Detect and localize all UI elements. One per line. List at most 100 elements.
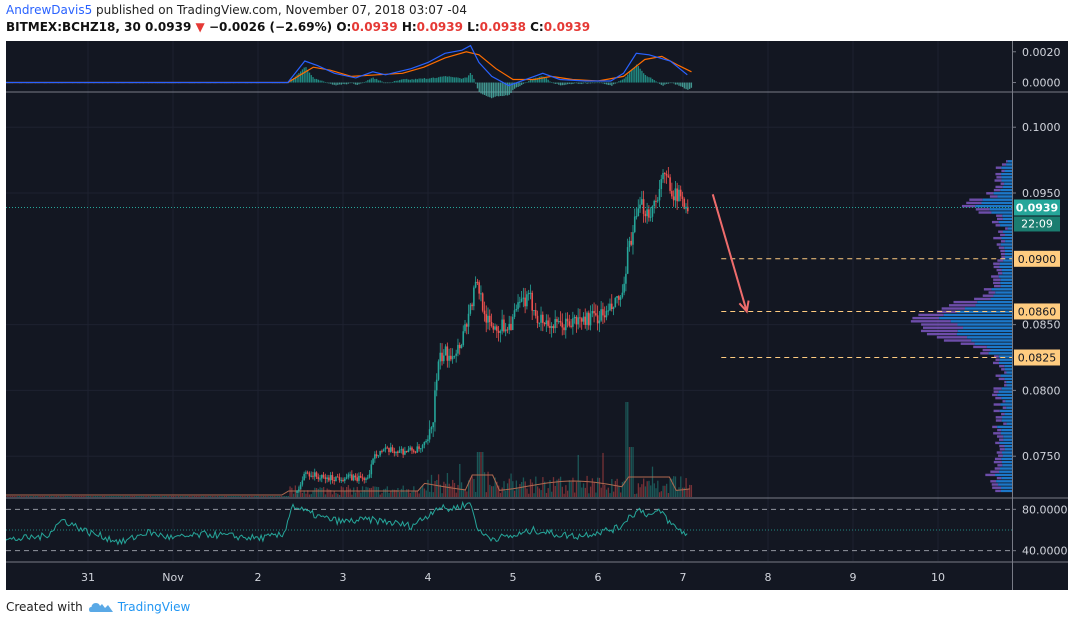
- volume-bar: [570, 481, 572, 497]
- candle-body: [653, 200, 655, 207]
- macd-histogram-bar: [379, 80, 381, 83]
- candle-body: [641, 199, 643, 205]
- macd-histogram-bar: [319, 80, 321, 83]
- macd-histogram-bar: [372, 77, 374, 83]
- candle-body: [515, 308, 518, 311]
- macd-histogram-bar: [363, 82, 365, 83]
- volume-bar: [186, 496, 189, 497]
- volume-bar: [390, 490, 392, 497]
- candle-body: [499, 331, 502, 333]
- candle-body: [336, 476, 339, 478]
- volume-bar: [284, 496, 286, 497]
- profile-bar-down: [995, 185, 1003, 189]
- volume-bar: [356, 486, 358, 497]
- profile-bar-down: [1005, 227, 1008, 230]
- macd-histogram-bar: [441, 76, 443, 83]
- profile-bar-up: [1002, 272, 1012, 275]
- profile-bar-up: [990, 297, 1012, 301]
- profile-bar-up: [1002, 454, 1012, 457]
- profile-bar-up: [1002, 217, 1012, 221]
- profile-bar-up: [1004, 182, 1012, 185]
- macd-histogram-bar: [662, 82, 664, 86]
- profile-bar-down: [969, 198, 983, 201]
- profile-bar-down: [994, 457, 1002, 461]
- macd-histogram-bar: [367, 80, 369, 83]
- profile-bar-up: [1001, 179, 1012, 182]
- chart-area[interactable]: 31 Nov 2 3 4 5 6 7 8 9 10 0.1000 0.0950 0.0850 0.0800 0…: [2, 41, 1068, 590]
- volume-bar: [374, 486, 376, 497]
- chart-svg[interactable]: 31 Nov 2 3 4 5 6 7 8 9 100.10000.09500.08500.08000…: [2, 41, 1068, 590]
- current-price-tag: [1014, 199, 1060, 216]
- profile-bar-down: [1001, 412, 1005, 416]
- candle-body: [589, 313, 592, 326]
- volume-bar: [102, 496, 104, 497]
- profile-bar-down: [993, 460, 1002, 464]
- macd-histogram-bar: [427, 78, 429, 83]
- volume-bar: [508, 478, 510, 497]
- volume-bar: [239, 496, 242, 497]
- profile-bar-down: [974, 297, 991, 301]
- author-link[interactable]: AndrewDavis5: [6, 3, 93, 17]
- candle-body: [579, 317, 581, 319]
- profile-bar-up: [963, 326, 1012, 329]
- volume-bar: [165, 496, 167, 497]
- volume-bar: [170, 496, 173, 497]
- volume-bar: [605, 489, 608, 497]
- candle-body: [370, 464, 373, 475]
- profile-bar-down: [993, 278, 1001, 281]
- volume-bar: [43, 496, 45, 497]
- macd-histogram-bar: [338, 82, 341, 85]
- volume-bar: [86, 496, 88, 497]
- volume-bar: [248, 496, 251, 497]
- candle-body: [393, 451, 396, 454]
- volume-bar: [630, 447, 632, 497]
- volume-bar: [600, 487, 602, 497]
- profile-bar-down: [995, 358, 1000, 361]
- volume-bar: [662, 485, 664, 497]
- macd-histogram-bar: [593, 82, 595, 84]
- profile-bar-up: [964, 307, 1012, 310]
- macd-histogram-bar: [315, 78, 318, 83]
- macd-histogram-bar: [376, 78, 378, 83]
- volume-bar: [47, 496, 49, 497]
- profile-bar-up: [993, 192, 1012, 195]
- candle-body: [430, 427, 433, 430]
- candle-body: [400, 449, 403, 451]
- profile-bar-down: [1002, 406, 1007, 409]
- macd-histogram-bar: [492, 82, 495, 98]
- profile-bar-down: [920, 329, 958, 333]
- volume-bar: [314, 487, 316, 497]
- macd-histogram-bar: [595, 82, 597, 84]
- volume-bar: [147, 496, 150, 497]
- candle-body: [391, 447, 394, 452]
- candle-body: [329, 475, 332, 481]
- volume-bar: [383, 489, 385, 497]
- profile-bar-down: [993, 390, 999, 393]
- candle-body: [359, 475, 362, 478]
- x-tick-label: 10: [931, 571, 945, 584]
- macd-histogram-bar: [354, 82, 357, 85]
- macd-histogram-bar: [607, 82, 609, 86]
- macd-histogram-bar: [605, 82, 608, 85]
- volume-bar: [551, 491, 553, 497]
- volume-bar: [450, 485, 452, 497]
- macd-histogram-bar: [536, 77, 539, 83]
- volume-bar: [135, 496, 137, 497]
- profile-bar-up: [1000, 224, 1012, 227]
- macd-histogram-bar: [331, 82, 334, 85]
- volume-bar: [448, 483, 450, 497]
- volume-bar: [333, 491, 335, 497]
- volume-bar: [620, 492, 622, 497]
- close-value: 0.0939: [543, 20, 591, 34]
- profile-bar-down: [982, 348, 991, 352]
- volume-bar: [340, 486, 342, 497]
- profile-bar-up: [1002, 185, 1012, 189]
- volume-bar: [68, 496, 70, 497]
- volume-bar: [218, 496, 220, 497]
- volume-bar: [116, 496, 118, 497]
- tradingview-brand[interactable]: TradingView: [88, 600, 190, 614]
- volume-bar: [674, 476, 677, 497]
- volume-bar: [503, 481, 505, 497]
- volume-bar: [544, 481, 546, 497]
- macd-histogram-bar: [676, 82, 678, 85]
